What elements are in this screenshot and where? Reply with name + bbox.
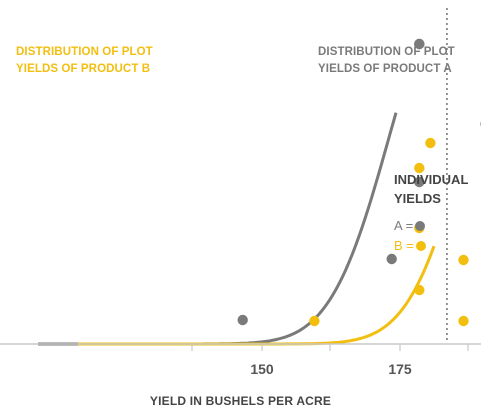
- legend-dot-b: [415, 241, 426, 251]
- product-b-yield-point: [458, 254, 469, 266]
- legend-title: YIELDS: [394, 191, 441, 206]
- product-a-distribution-label: DISTRIBUTION OF PLOT YIELDS OF PRODUCT A: [318, 44, 455, 78]
- legend-item-a: A =: [394, 216, 468, 236]
- product-a-label-line: DISTRIBUTION OF PLOT: [318, 46, 455, 58]
- x-axis-label: YIELD IN BUSHELS PER ACRE: [149, 394, 332, 408]
- product-b-label-line: DISTRIBUTION OF PLOT: [16, 46, 153, 58]
- product-b-yield-point: [458, 315, 469, 327]
- product-b-label-line: YIELDS OF PRODUCT B: [16, 63, 151, 75]
- product-a-distribution-curve: [38, 112, 398, 346]
- product-a-yield-point: [414, 176, 425, 188]
- legend-label-b: B =: [394, 238, 414, 253]
- product-a-yield-point: [414, 38, 425, 50]
- product-b-yield-point: [414, 162, 425, 174]
- mean-lines: [446, 8, 448, 343]
- legend-dot-a: [415, 221, 426, 231]
- legend-title: INDIVIDUAL: [394, 172, 469, 187]
- product-b-yield-point: [425, 137, 436, 149]
- product-a-yield-point: [237, 314, 248, 326]
- legend-label-a: A =: [394, 218, 414, 233]
- x-axis: 150175200225250: [0, 343, 481, 377]
- product-b-yield-point: [309, 315, 320, 327]
- product-a-label-line: YIELDS OF PRODUCT A: [318, 63, 452, 75]
- x-tick-label: 175: [388, 361, 412, 377]
- product-b-distribution-label: DISTRIBUTION OF PLOT YIELDS OF PRODUCT B: [16, 44, 153, 78]
- product-b-yield-point: [414, 284, 425, 296]
- distribution-curves: [38, 112, 436, 346]
- product-a-yield-point: [386, 253, 397, 265]
- legend: INDIVIDUAL YIELDS A = B =: [394, 170, 468, 256]
- x-tick-label: 150: [250, 361, 274, 377]
- product-b-distribution-curve: [78, 245, 436, 346]
- legend-item-b: B =: [394, 236, 468, 256]
